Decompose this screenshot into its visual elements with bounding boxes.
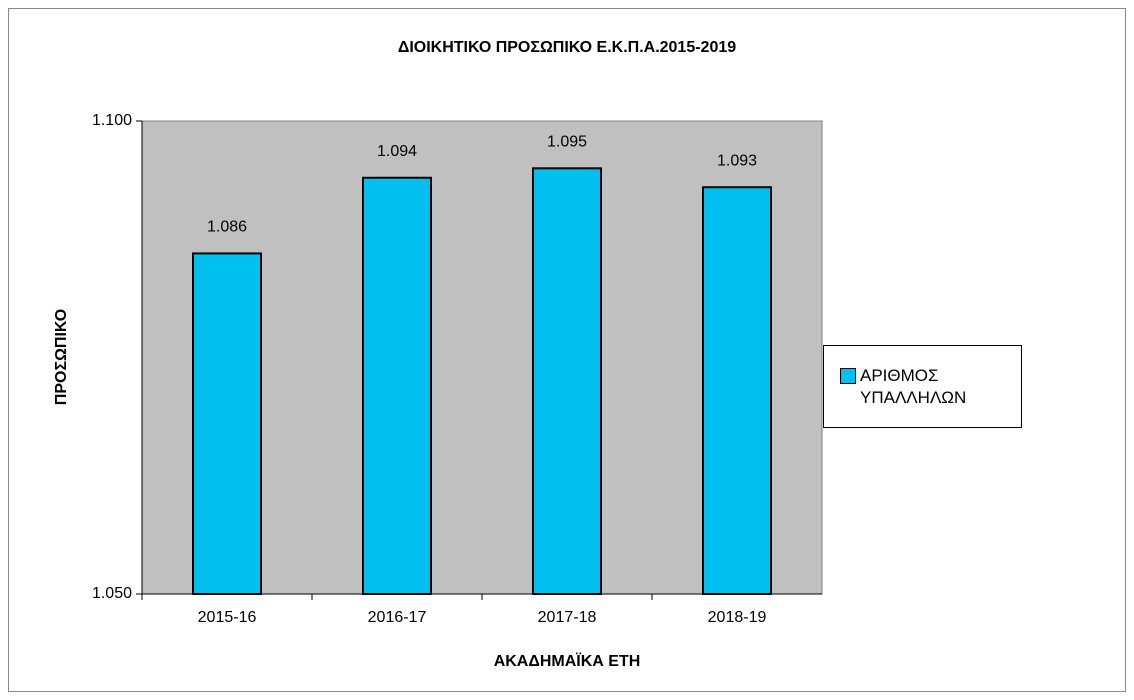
legend-label: ΑΡΙΘΜΟΣ ΥΠΑΛΛΗΛΩΝ — [860, 365, 967, 407]
legend: ΑΡΙΘΜΟΣ ΥΠΑΛΛΗΛΩΝ — [823, 345, 1022, 428]
x-tick-label: 2018-19 — [708, 609, 767, 626]
x-tick-label: 2016-17 — [368, 609, 427, 626]
bar — [532, 167, 602, 596]
y-axis-title: ΠΡΟΣΩΠΙΚΟ — [53, 309, 70, 405]
x-tick-label: 2015-16 — [198, 609, 257, 626]
bar — [192, 252, 262, 595]
data-label: 1.093 — [717, 152, 757, 169]
chart-title: ΔΙΟΙΚΗΤΙΚΟ ΠΡΟΣΩΠΙΚΟ Ε.Κ.Π.Α.2015-2019 — [398, 39, 736, 56]
data-label: 1.094 — [377, 143, 417, 160]
x-axis-title: ΑΚΑΔΗΜΑΪΚΑ ΕΤΗ — [494, 652, 641, 670]
data-label: 1.095 — [547, 134, 587, 151]
x-tick-label: 2017-18 — [538, 609, 597, 626]
bar — [362, 176, 432, 595]
bar — [702, 186, 772, 595]
y-tick-label: 1.050 — [92, 585, 132, 602]
y-tick-label: 1.100 — [92, 112, 132, 129]
data-label: 1.086 — [207, 219, 247, 236]
legend-swatch — [840, 368, 856, 384]
